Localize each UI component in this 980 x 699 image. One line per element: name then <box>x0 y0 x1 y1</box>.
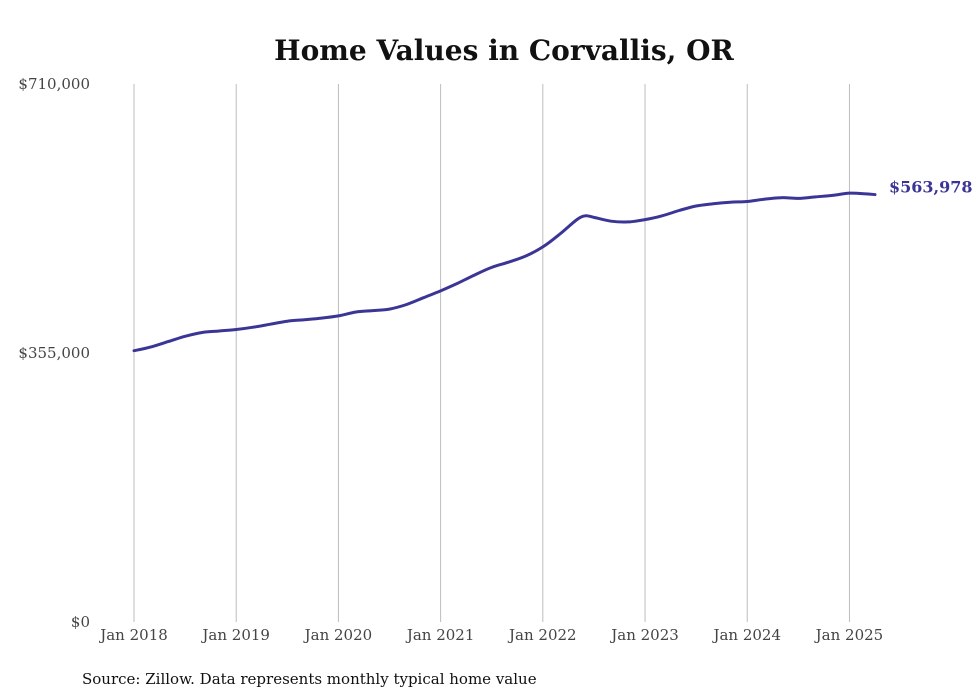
x-tick-label: Jan 2022 <box>507 626 577 644</box>
end-value-label: $563,978 <box>889 178 973 197</box>
x-tick-label: Jan 2020 <box>303 626 373 644</box>
series-line-home-value <box>132 191 877 353</box>
x-tick-label: Jan 2018 <box>98 626 168 644</box>
x-tick-label: Jan 2025 <box>814 626 884 644</box>
x-tick-label: Jan 2024 <box>711 626 781 644</box>
y-tick-label: $710,000 <box>18 75 90 93</box>
x-tick-label: Jan 2023 <box>609 626 679 644</box>
gridlines <box>133 84 850 622</box>
y-tick-label: $355,000 <box>18 344 90 362</box>
x-tick-label: Jan 2019 <box>200 626 270 644</box>
y-tick-label: $0 <box>71 613 90 631</box>
x-tick-label: Jan 2021 <box>405 626 475 644</box>
source-note: Source: Zillow. Data represents monthly … <box>82 670 537 688</box>
chart-title: Home Values in Corvallis, OR <box>274 34 734 67</box>
y-axis-ticks: $0 $355,000 $710,000 <box>18 75 90 631</box>
x-axis-ticks: Jan 2018 Jan 2019 Jan 2020 Jan 2021 Jan 2022… <box>98 626 883 644</box>
